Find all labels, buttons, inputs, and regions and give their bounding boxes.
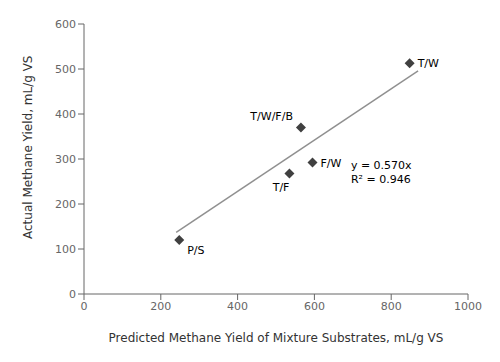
svg-text:400: 400 <box>227 300 248 313</box>
svg-text:400: 400 <box>55 108 76 121</box>
svg-text:0: 0 <box>81 300 88 313</box>
svg-text:800: 800 <box>381 300 402 313</box>
svg-text:300: 300 <box>55 153 76 166</box>
svg-text:P/S: P/S <box>187 244 204 257</box>
svg-text:Actual Methane Yield, mL/g VS: Actual Methane Yield, mL/g VS <box>21 56 35 240</box>
svg-text:T/F: T/F <box>272 181 290 194</box>
svg-text:F/W: F/W <box>320 157 341 170</box>
svg-text:100: 100 <box>55 243 76 256</box>
svg-text:T/W: T/W <box>417 57 439 70</box>
svg-text:200: 200 <box>55 198 76 211</box>
svg-text:200: 200 <box>150 300 171 313</box>
svg-text:y = 0.570xR² = 0.946: y = 0.570xR² = 0.946 <box>351 159 412 186</box>
svg-text:Predicted Methane Yield of Mix: Predicted Methane Yield of Mixture Subst… <box>109 331 444 345</box>
svg-text:600: 600 <box>55 18 76 31</box>
svg-text:1000: 1000 <box>454 300 482 313</box>
svg-text:600: 600 <box>304 300 325 313</box>
svg-text:500: 500 <box>55 63 76 76</box>
svg-text:0: 0 <box>69 288 76 301</box>
svg-text:T/W/F/B: T/W/F/B <box>249 110 293 123</box>
